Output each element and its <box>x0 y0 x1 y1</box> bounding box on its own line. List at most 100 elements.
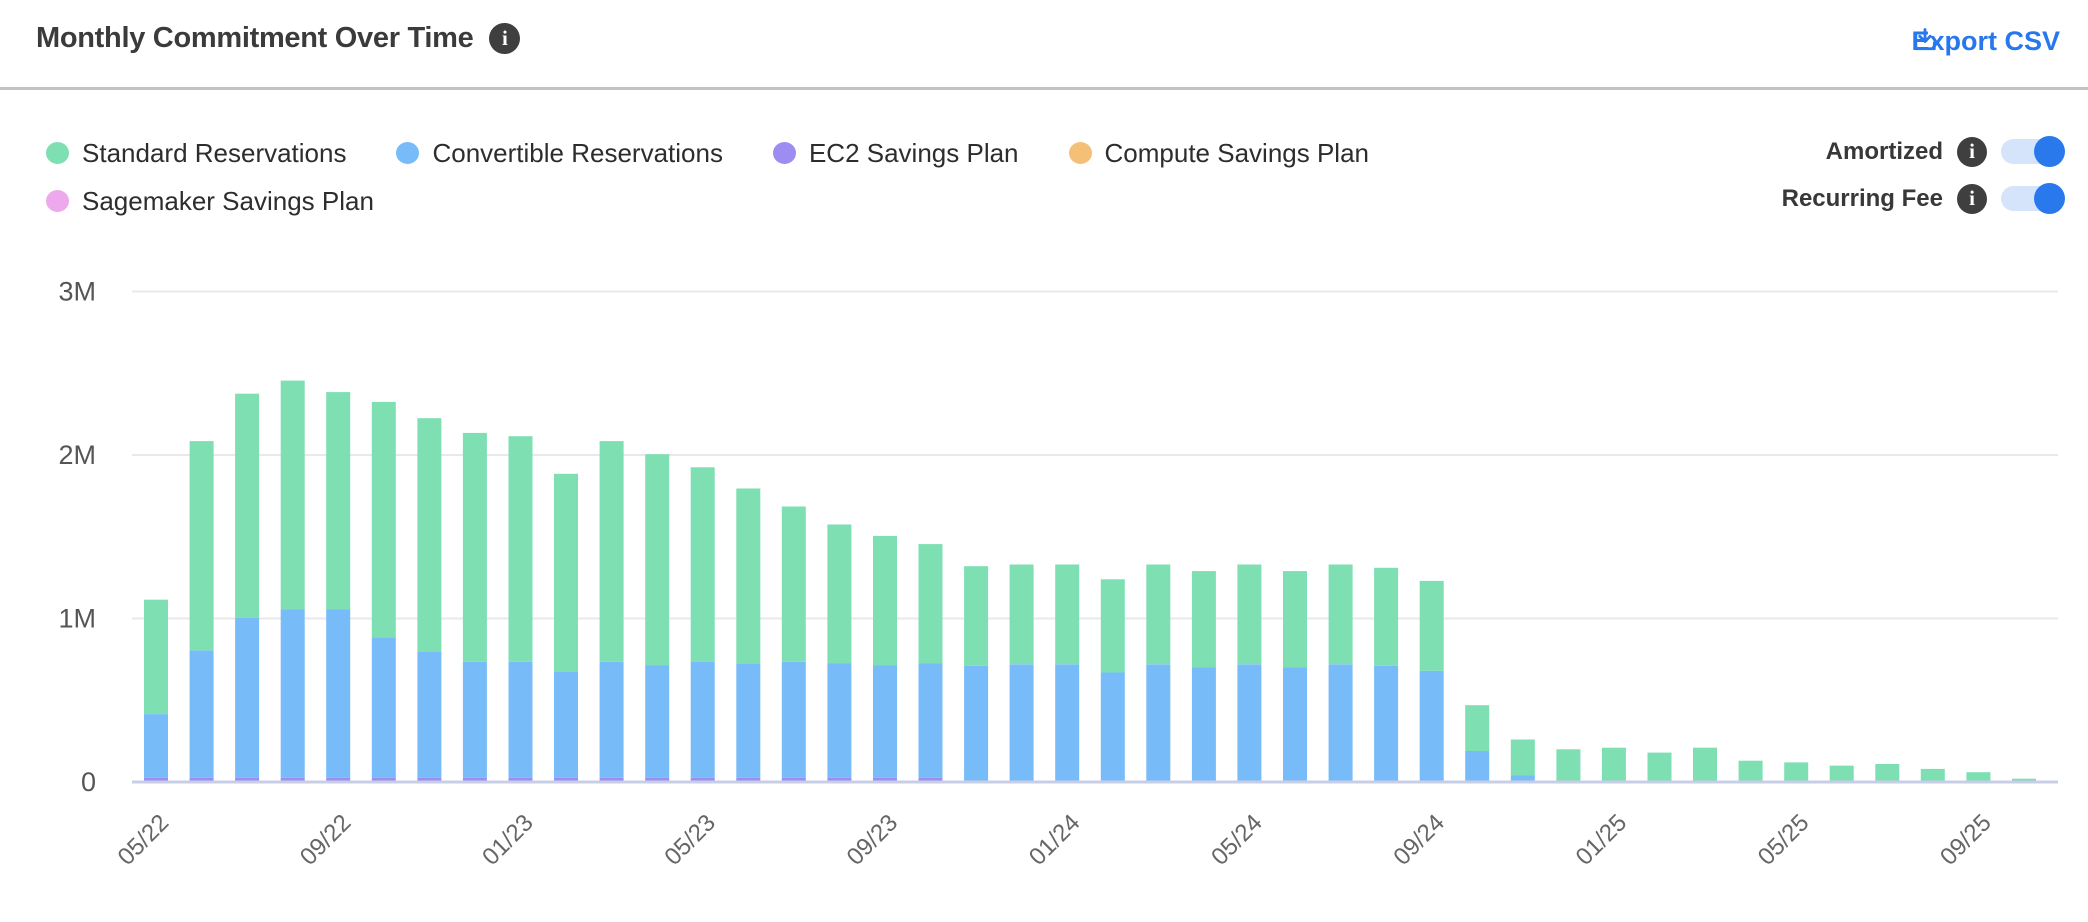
bar-segment[interactable] <box>964 665 989 782</box>
bar-segment[interactable] <box>690 467 715 662</box>
bar-segment[interactable] <box>1237 564 1262 665</box>
bar-segment[interactable] <box>508 777 533 782</box>
bar-segment[interactable] <box>781 506 806 662</box>
bar-segment[interactable] <box>918 544 943 664</box>
bar-segment[interactable] <box>781 661 806 778</box>
bar-segment[interactable] <box>918 663 943 778</box>
bar-segment[interactable] <box>645 665 670 778</box>
bar-segment[interactable] <box>1419 580 1444 671</box>
bar-segment[interactable] <box>144 777 168 782</box>
bar-segment[interactable] <box>827 524 852 664</box>
bar-segment[interactable] <box>508 436 533 662</box>
bar-segment[interactable] <box>873 665 897 778</box>
bar-segment[interactable] <box>736 777 761 782</box>
bar-segment[interactable] <box>1146 564 1171 665</box>
bar-segment[interactable] <box>645 454 670 666</box>
toggle-switch-recurring-fee[interactable] <box>2001 183 2065 214</box>
bar-segment[interactable] <box>371 637 396 778</box>
bar-segment[interactable] <box>554 777 578 782</box>
export-csv-button[interactable]: Export CSV <box>1911 26 2060 57</box>
bar-segment[interactable] <box>144 599 168 715</box>
bar-segment[interactable] <box>1784 762 1809 782</box>
bar-segment[interactable] <box>371 401 396 638</box>
bar-segment[interactable] <box>326 609 351 778</box>
bar-segment[interactable] <box>462 777 487 782</box>
bar-segment[interactable] <box>1374 567 1399 666</box>
bar-segment[interactable] <box>189 441 214 651</box>
legend-item-sagemaker-savings-plan[interactable]: Sagemaker Savings Plan <box>46 186 374 217</box>
bar-segment[interactable] <box>189 650 214 778</box>
bar-segment[interactable] <box>599 661 624 778</box>
bar-segment[interactable] <box>827 663 852 778</box>
bar-segment[interactable] <box>326 777 351 782</box>
bar-segment[interactable] <box>1510 775 1535 783</box>
info-icon[interactable]: i <box>1957 183 1987 214</box>
bar-segment[interactable] <box>645 777 670 782</box>
bar-segment[interactable] <box>462 661 487 778</box>
bar-segment[interactable] <box>235 393 260 618</box>
bar-segment[interactable] <box>1328 564 1353 665</box>
bar-segment[interactable] <box>1328 664 1353 782</box>
bar-segment[interactable] <box>417 777 442 782</box>
bar-segment[interactable] <box>508 661 533 778</box>
bar-segment[interactable] <box>736 488 761 664</box>
bar-segment[interactable] <box>918 777 943 782</box>
bar-segment[interactable] <box>1647 752 1672 782</box>
bar-segment[interactable] <box>1920 768 1945 782</box>
bar-segment[interactable] <box>1283 571 1307 668</box>
bar-segment[interactable] <box>1966 772 1991 782</box>
bar-segment[interactable] <box>736 663 761 778</box>
bar-segment[interactable] <box>690 661 715 778</box>
legend-item-convertible-reservations[interactable]: Convertible Reservations <box>396 138 723 169</box>
info-icon[interactable]: i <box>1957 136 1987 167</box>
bar-segment[interactable] <box>599 441 624 662</box>
bar-segment[interactable] <box>1100 672 1125 783</box>
bar-segment[interactable] <box>1009 664 1034 782</box>
bar-segment[interactable] <box>371 777 396 782</box>
bar-segment[interactable] <box>1055 564 1080 665</box>
bar-segment[interactable] <box>1055 664 1080 782</box>
title-info-icon[interactable]: i <box>489 23 521 54</box>
bar-segment[interactable] <box>1191 667 1216 782</box>
legend-item-standard-reservations[interactable]: Standard Reservations <box>46 138 346 169</box>
bar-segment[interactable] <box>235 617 260 778</box>
bar-segment[interactable] <box>326 392 351 610</box>
bar-segment[interactable] <box>554 473 578 672</box>
bar-segment[interactable] <box>1875 764 1900 782</box>
bar-segment[interactable] <box>964 566 989 666</box>
bar-segment[interactable] <box>1465 750 1490 782</box>
bar-segment[interactable] <box>1419 670 1444 782</box>
bar-segment[interactable] <box>280 609 305 778</box>
bar-segment[interactable] <box>1191 571 1216 668</box>
bar-segment[interactable] <box>873 535 897 666</box>
bar-segment[interactable] <box>781 777 806 782</box>
toggle-switch-amortized[interactable] <box>2001 136 2065 167</box>
bar-segment[interactable] <box>1601 747 1626 782</box>
bar-segment[interactable] <box>1738 760 1763 782</box>
bar-segment[interactable] <box>1237 664 1262 782</box>
bar-segment[interactable] <box>690 777 715 782</box>
legend-item-ec2-savings-plan[interactable]: EC2 Savings Plan <box>772 138 1019 169</box>
bar-segment[interactable] <box>280 380 305 610</box>
bar-segment[interactable] <box>554 671 578 778</box>
bar-segment[interactable] <box>417 652 442 778</box>
bar-segment[interactable] <box>417 418 442 652</box>
bar-segment[interactable] <box>1693 747 1717 782</box>
bar-segment[interactable] <box>1009 564 1034 665</box>
bar-segment[interactable] <box>144 714 168 778</box>
bar-segment[interactable] <box>599 777 624 782</box>
bar-segment[interactable] <box>1556 749 1581 782</box>
bar-segment[interactable] <box>1374 665 1399 782</box>
bar-segment[interactable] <box>462 432 487 662</box>
legend-item-compute-savings-plan[interactable]: Compute Savings Plan <box>1068 138 1369 169</box>
bar-segment[interactable] <box>280 777 305 782</box>
bar-segment[interactable] <box>1100 579 1125 673</box>
bar-segment[interactable] <box>189 777 214 782</box>
bar-segment[interactable] <box>1465 705 1490 751</box>
bar-segment[interactable] <box>2012 778 2036 782</box>
bar-segment[interactable] <box>827 777 852 782</box>
bar-segment[interactable] <box>873 777 897 782</box>
bar-segment[interactable] <box>235 777 260 782</box>
bar-segment[interactable] <box>1829 765 1854 782</box>
bar-segment[interactable] <box>1146 664 1171 782</box>
